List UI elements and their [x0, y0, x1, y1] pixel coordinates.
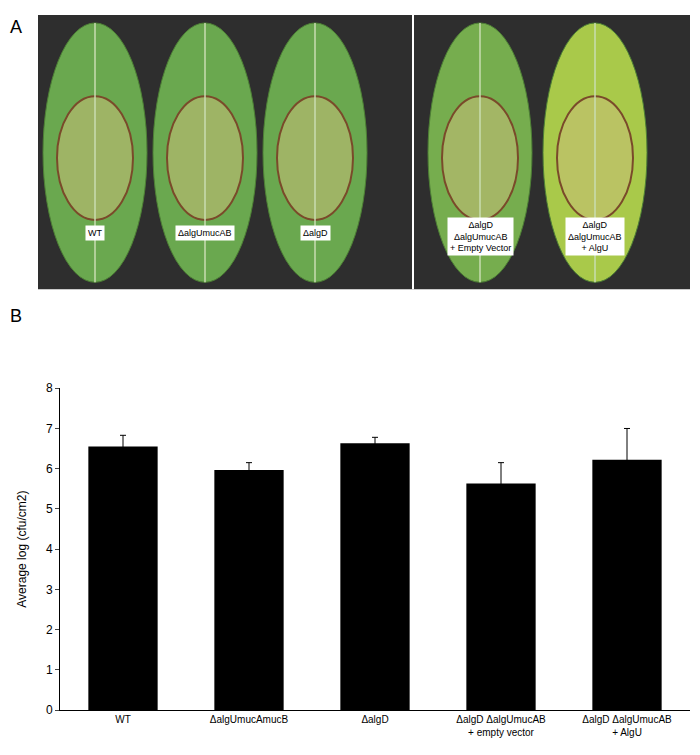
svg-text:WT: WT — [88, 228, 102, 238]
svg-text:ΔalgD: ΔalgD — [303, 228, 328, 238]
svg-text:2: 2 — [46, 623, 53, 637]
svg-text:ΔalgDΔalgUmucAB+ AlgU: ΔalgDΔalgUmucAB+ AlgU — [568, 220, 622, 253]
svg-text:3: 3 — [46, 583, 53, 597]
svg-text:ΔalgD ΔalgUmucAB+ empty vector: ΔalgD ΔalgUmucAB+ empty vector — [456, 714, 546, 738]
svg-text:8: 8 — [46, 381, 53, 395]
svg-text:ΔalgD: ΔalgD — [361, 714, 388, 725]
svg-text:Average log (cfu/cm2): Average log (cfu/cm2) — [15, 491, 29, 608]
svg-text:ΔalgDΔalgUmucAB+ Empty Vector: ΔalgDΔalgUmucAB+ Empty Vector — [450, 220, 511, 253]
svg-text:7: 7 — [46, 422, 53, 436]
svg-text:WT: WT — [115, 714, 131, 725]
svg-text:ΔalgUmucAB: ΔalgUmucAB — [178, 228, 232, 238]
svg-text:ΔalgUmucAmucB: ΔalgUmucAmucB — [210, 714, 289, 725]
svg-text:5: 5 — [46, 502, 53, 516]
svg-text:B: B — [10, 306, 22, 326]
svg-text:6: 6 — [46, 462, 53, 476]
svg-text:1: 1 — [46, 663, 53, 677]
svg-text:0: 0 — [46, 703, 53, 717]
svg-text:A: A — [10, 17, 22, 37]
svg-text:ΔalgD ΔalgUmucAB+ AlgU: ΔalgD ΔalgUmucAB+ AlgU — [582, 714, 672, 738]
svg-text:4: 4 — [46, 542, 53, 556]
